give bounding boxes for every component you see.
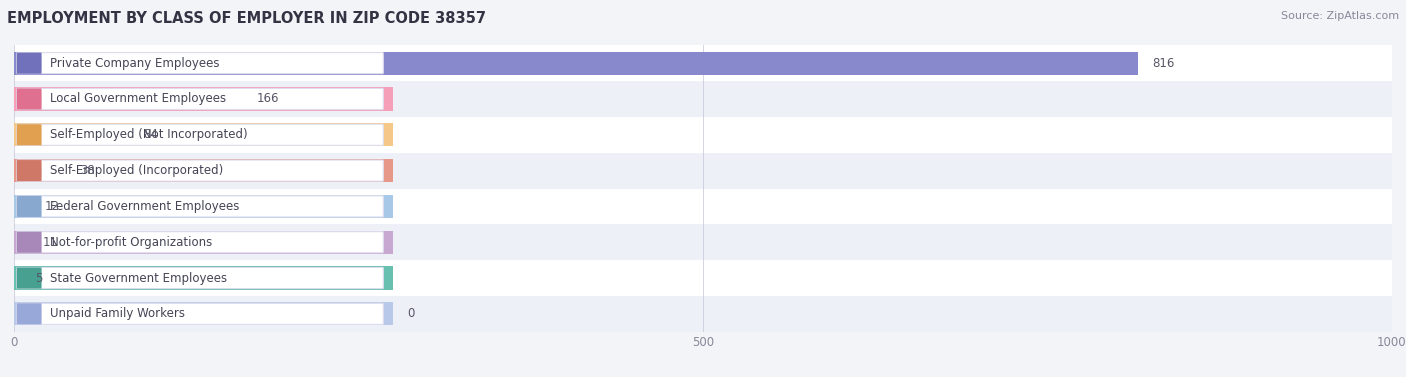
Bar [14,195,394,218]
Bar [14,267,394,290]
Bar [14,117,1392,153]
FancyBboxPatch shape [17,88,42,110]
Text: Federal Government Employees: Federal Government Employees [49,200,239,213]
Text: State Government Employees: State Government Employees [49,271,226,285]
FancyBboxPatch shape [17,303,384,325]
Text: Private Company Employees: Private Company Employees [49,57,219,70]
Text: EMPLOYMENT BY CLASS OF EMPLOYER IN ZIP CODE 38357: EMPLOYMENT BY CLASS OF EMPLOYER IN ZIP C… [7,11,486,26]
Text: 11: 11 [44,236,58,249]
Bar [14,45,1392,81]
FancyBboxPatch shape [17,88,384,110]
Text: Source: ZipAtlas.com: Source: ZipAtlas.com [1281,11,1399,21]
Text: 12: 12 [45,200,59,213]
Text: 5: 5 [35,271,42,285]
FancyBboxPatch shape [17,52,384,74]
FancyBboxPatch shape [17,196,384,217]
Bar [14,123,394,146]
Text: 816: 816 [1152,57,1174,70]
Bar [14,260,1392,296]
FancyBboxPatch shape [17,52,42,74]
FancyBboxPatch shape [17,196,42,217]
Text: Not-for-profit Organizations: Not-for-profit Organizations [49,236,212,249]
FancyBboxPatch shape [17,124,42,146]
Text: Self-Employed (Not Incorporated): Self-Employed (Not Incorporated) [49,128,247,141]
Text: 38: 38 [80,164,96,177]
FancyBboxPatch shape [17,160,42,181]
Text: 84: 84 [143,128,159,141]
FancyBboxPatch shape [17,267,42,289]
Text: Unpaid Family Workers: Unpaid Family Workers [49,307,184,320]
Bar [14,231,394,254]
Bar [14,153,1392,188]
Bar [14,188,1392,224]
Text: Local Government Employees: Local Government Employees [49,92,226,106]
FancyBboxPatch shape [17,267,384,289]
Text: 0: 0 [406,307,415,320]
Text: Self-Employed (Incorporated): Self-Employed (Incorporated) [49,164,224,177]
FancyBboxPatch shape [17,231,384,253]
Bar [14,81,1392,117]
Text: 166: 166 [256,92,278,106]
Bar [14,296,1392,332]
FancyBboxPatch shape [17,124,384,146]
Bar [14,224,1392,260]
Bar [14,87,394,110]
Bar [14,159,394,182]
FancyBboxPatch shape [17,303,42,325]
FancyBboxPatch shape [17,231,42,253]
Bar [14,302,394,325]
FancyBboxPatch shape [17,160,384,181]
Bar [14,52,1139,75]
